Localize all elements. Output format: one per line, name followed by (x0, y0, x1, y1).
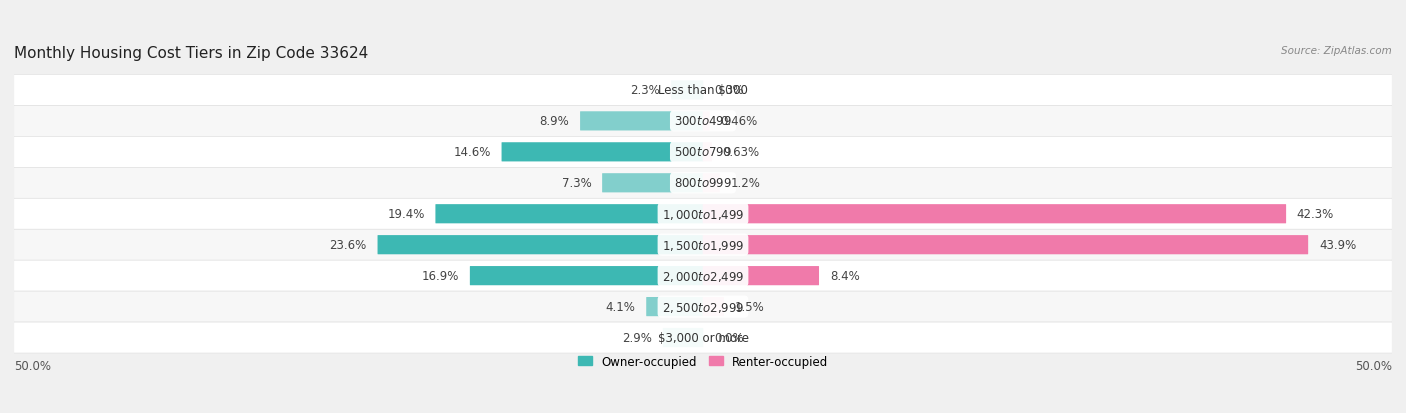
FancyBboxPatch shape (703, 266, 820, 285)
Text: 2.9%: 2.9% (621, 331, 652, 344)
FancyBboxPatch shape (470, 266, 703, 285)
FancyBboxPatch shape (703, 205, 1286, 224)
Text: 7.3%: 7.3% (561, 177, 592, 190)
FancyBboxPatch shape (14, 230, 1392, 261)
Text: $2,000 to $2,499: $2,000 to $2,499 (662, 269, 744, 283)
Text: 50.0%: 50.0% (14, 359, 51, 372)
Text: 1.2%: 1.2% (731, 177, 761, 190)
Text: 14.6%: 14.6% (453, 146, 491, 159)
FancyBboxPatch shape (378, 235, 703, 255)
FancyBboxPatch shape (703, 112, 710, 131)
FancyBboxPatch shape (581, 112, 703, 131)
Text: 8.9%: 8.9% (540, 115, 569, 128)
Text: $1,500 to $1,999: $1,500 to $1,999 (662, 238, 744, 252)
Text: 0.0%: 0.0% (714, 331, 744, 344)
Legend: Owner-occupied, Renter-occupied: Owner-occupied, Renter-occupied (572, 350, 834, 373)
Text: 0.0%: 0.0% (714, 84, 744, 97)
FancyBboxPatch shape (703, 235, 1308, 255)
Text: 2.3%: 2.3% (630, 84, 661, 97)
FancyBboxPatch shape (703, 297, 724, 316)
FancyBboxPatch shape (14, 199, 1392, 230)
Text: 0.63%: 0.63% (723, 146, 759, 159)
Text: $300 to $499: $300 to $499 (673, 115, 733, 128)
Text: $800 to $999: $800 to $999 (673, 177, 733, 190)
FancyBboxPatch shape (602, 174, 703, 193)
FancyBboxPatch shape (14, 292, 1392, 322)
FancyBboxPatch shape (14, 261, 1392, 292)
Text: $3,000 or more: $3,000 or more (658, 331, 748, 344)
FancyBboxPatch shape (703, 143, 711, 162)
Text: Less than $300: Less than $300 (658, 84, 748, 97)
Text: 50.0%: 50.0% (1355, 359, 1392, 372)
FancyBboxPatch shape (662, 328, 703, 347)
Text: 1.5%: 1.5% (735, 300, 765, 313)
FancyBboxPatch shape (671, 81, 703, 100)
Text: $500 to $799: $500 to $799 (673, 146, 733, 159)
Text: 4.1%: 4.1% (606, 300, 636, 313)
Text: 23.6%: 23.6% (329, 239, 367, 252)
Text: 0.46%: 0.46% (720, 115, 758, 128)
Text: 43.9%: 43.9% (1319, 239, 1357, 252)
Text: 8.4%: 8.4% (830, 270, 859, 282)
Text: $2,500 to $2,999: $2,500 to $2,999 (662, 300, 744, 314)
FancyBboxPatch shape (14, 75, 1392, 106)
Text: 19.4%: 19.4% (387, 208, 425, 221)
FancyBboxPatch shape (647, 297, 703, 316)
FancyBboxPatch shape (502, 143, 703, 162)
FancyBboxPatch shape (436, 205, 703, 224)
FancyBboxPatch shape (14, 106, 1392, 137)
Text: Source: ZipAtlas.com: Source: ZipAtlas.com (1281, 46, 1392, 56)
Text: 42.3%: 42.3% (1296, 208, 1334, 221)
FancyBboxPatch shape (14, 137, 1392, 168)
Text: 16.9%: 16.9% (422, 270, 460, 282)
FancyBboxPatch shape (703, 174, 720, 193)
FancyBboxPatch shape (14, 322, 1392, 353)
FancyBboxPatch shape (14, 168, 1392, 199)
Text: Monthly Housing Cost Tiers in Zip Code 33624: Monthly Housing Cost Tiers in Zip Code 3… (14, 46, 368, 61)
Text: $1,000 to $1,499: $1,000 to $1,499 (662, 207, 744, 221)
